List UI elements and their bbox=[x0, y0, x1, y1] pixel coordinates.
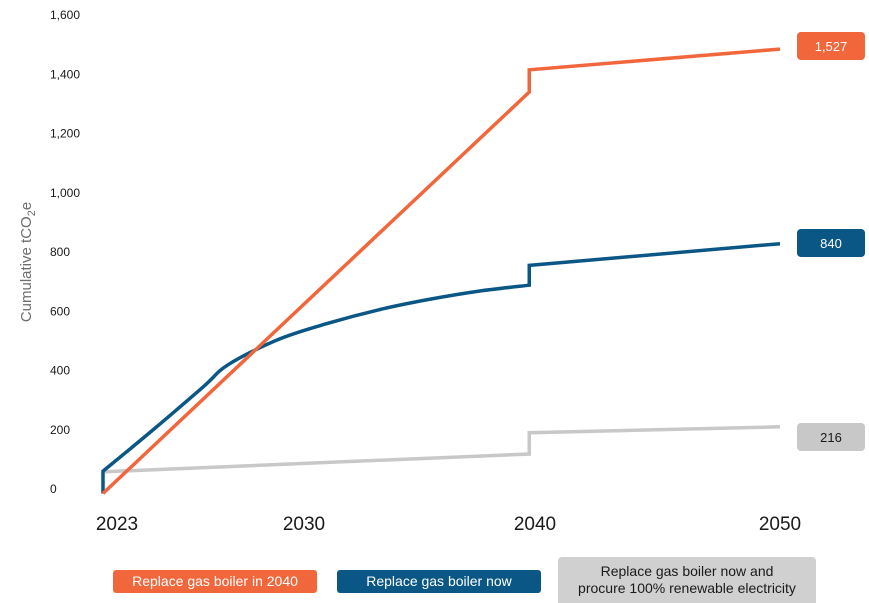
y-tick-label: 1,200 bbox=[50, 127, 80, 141]
y-tick-label: 0 bbox=[50, 482, 57, 496]
series-line bbox=[101, 241, 781, 494]
y-tick-label: 400 bbox=[50, 364, 70, 378]
end-label-box bbox=[797, 423, 865, 451]
y-tick-label: 1,600 bbox=[50, 8, 80, 22]
x-tick-label: 2050 bbox=[759, 514, 801, 535]
x-tick-label: 2023 bbox=[96, 514, 138, 535]
legend-item-replace-now-renewable[interactable]: Replace gas boiler now and procure 100% … bbox=[558, 557, 816, 603]
y-tick-label: 200 bbox=[50, 423, 70, 437]
legend-item-replace-now[interactable]: Replace gas boiler now bbox=[337, 570, 541, 593]
legend-label: Replace gas boiler now bbox=[366, 573, 512, 589]
series-lines bbox=[101, 47, 781, 495]
y-axis-ticks: 0 200 400 600 800 1,000 1,200 1,400 1,600 bbox=[50, 8, 80, 496]
y-tick-label: 600 bbox=[50, 304, 70, 318]
x-axis-ticks: 2023 2030 2040 2050 bbox=[96, 514, 801, 535]
legend-label-line1: Replace gas boiler now and bbox=[600, 563, 774, 579]
legend-label-line2: procure 100% renewable electricity bbox=[578, 580, 796, 596]
y-tick-label: 800 bbox=[50, 245, 70, 259]
series-line bbox=[101, 47, 781, 495]
end-label: 840 bbox=[820, 236, 842, 251]
y-axis-label: Cumulative tCO2e bbox=[18, 202, 38, 322]
end-label: 1,527 bbox=[815, 39, 848, 54]
legend-label: Replace gas boiler in 2040 bbox=[132, 573, 298, 589]
end-label-box bbox=[797, 229, 865, 257]
series-line bbox=[102, 425, 781, 474]
y-tick-label: 1,000 bbox=[50, 186, 80, 200]
end-label-box bbox=[797, 32, 865, 60]
x-tick-label: 2030 bbox=[283, 514, 325, 535]
legend-item-replace-2040[interactable]: Replace gas boiler in 2040 bbox=[113, 570, 317, 593]
x-tick-label: 2040 bbox=[514, 514, 556, 535]
end-labels: 1,527 840 216 bbox=[797, 32, 865, 451]
end-label: 216 bbox=[820, 430, 842, 445]
y-tick-label: 1,400 bbox=[50, 67, 80, 81]
legend: Replace gas boiler in 2040 Replace gas b… bbox=[0, 557, 869, 603]
